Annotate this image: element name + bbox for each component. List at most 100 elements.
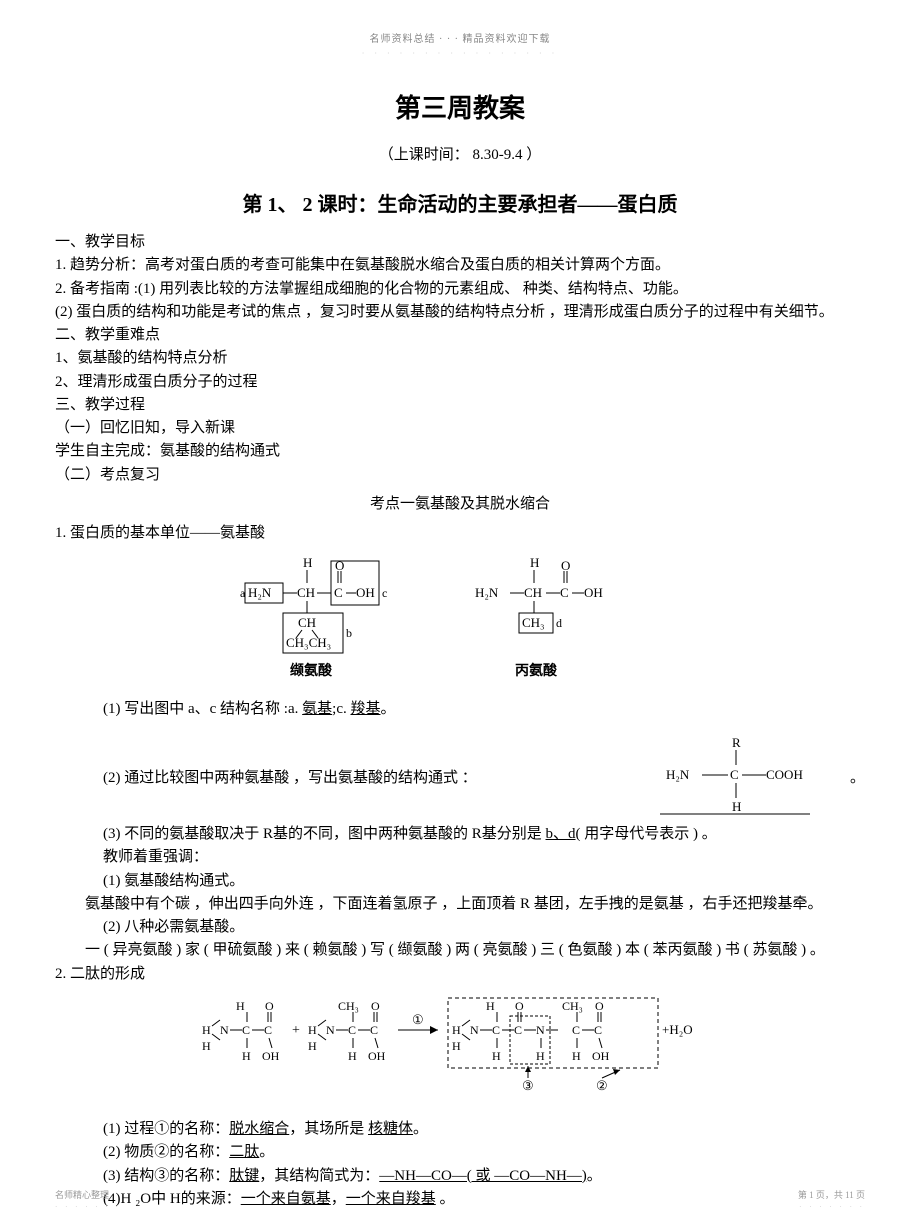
svg-text:OH: OH bbox=[368, 1049, 386, 1063]
kaodian-title: 考点一氨基酸及其脱水缩合 bbox=[55, 493, 865, 516]
svg-text:CH₃: CH₃ bbox=[338, 999, 359, 1013]
svg-text:O: O bbox=[371, 999, 380, 1013]
svg-text:③: ③ bbox=[522, 1078, 534, 1093]
svg-text:C: C bbox=[264, 1023, 272, 1037]
svg-text:H₂N: H₂N bbox=[666, 767, 690, 782]
svg-text:C: C bbox=[370, 1023, 378, 1037]
svg-text:CH: CH bbox=[297, 585, 315, 600]
question-1: (1) 写出图中 a、c 结构名称 :a. 氨基;c. 羧基。 bbox=[55, 698, 865, 721]
svg-text:O: O bbox=[265, 999, 274, 1013]
svg-text:N: N bbox=[326, 1023, 335, 1037]
emphasis-2-detail: 一 ( 异亮氨酸 ) 家 ( 甲硫氨酸 ) 来 ( 赖氨酸 ) 写 ( 缬氨酸 … bbox=[55, 939, 865, 962]
svg-text:H: H bbox=[486, 999, 495, 1013]
svg-text:C: C bbox=[492, 1023, 500, 1037]
footer-right: 第 1 页，共 11 页 bbox=[798, 1188, 865, 1201]
svg-text:H: H bbox=[202, 1039, 211, 1053]
svg-text:O: O bbox=[561, 558, 570, 573]
section1-p1: 1. 趋势分析：高考对蛋白质的考查可能集中在氨基酸脱水缩合及蛋白质的相关计算两个… bbox=[55, 254, 865, 277]
svg-text:H₂N: H₂N bbox=[475, 585, 499, 600]
dp-q1: (1) 过程①的名称：脱水缩合，其场所是 核糖体。 bbox=[55, 1118, 865, 1141]
svg-text:C: C bbox=[560, 585, 569, 600]
section1-heading: 一、教学目标 bbox=[55, 231, 865, 254]
svg-text:C: C bbox=[594, 1023, 602, 1037]
svg-text:OH: OH bbox=[584, 585, 603, 600]
svg-text:H: H bbox=[452, 1039, 461, 1053]
question-3: (3) 不同的氨基酸取决于 R基的不同，图中两种氨基酸的 R基分别是 b、d( … bbox=[55, 823, 865, 846]
svg-text:CH₃: CH₃ bbox=[522, 615, 545, 630]
emphasis-1: (1) 氨基酸结构通式。 bbox=[55, 870, 865, 893]
svg-text:O: O bbox=[595, 999, 604, 1013]
svg-text:OH: OH bbox=[262, 1049, 280, 1063]
svg-text:丙氨酸: 丙氨酸 bbox=[515, 662, 558, 679]
svg-text:C: C bbox=[514, 1023, 522, 1037]
dp-q3: (3) 结构③的名称：肽键，其结构简式为：—NH—CO—( 或 —CO—NH—)… bbox=[55, 1165, 865, 1188]
page-title: 第三周教案 bbox=[55, 88, 865, 125]
footer-dots-right: · · · · · · · bbox=[799, 1203, 865, 1211]
svg-text:OH: OH bbox=[356, 585, 375, 600]
svg-text:缬氨酸: 缬氨酸 bbox=[290, 662, 333, 679]
svg-text:H: H bbox=[536, 1049, 545, 1063]
section2-p1: 1、氨基酸的结构特点分析 bbox=[55, 347, 865, 370]
svg-text:H: H bbox=[492, 1049, 501, 1063]
section3-p1: 学生自主完成：氨基酸的结构通式 bbox=[55, 440, 865, 463]
header-dots: · · · · · · · · · · · · · · · · bbox=[55, 49, 865, 58]
section1-p3: (2) 蛋白质的结构和功能是考试的焦点 ，复习时要从氨基酸的结构特点分析 ，理清… bbox=[55, 301, 865, 324]
dp-q2: (2) 物质②的名称：二肽。 bbox=[55, 1141, 865, 1164]
atom-h2n: H₂N bbox=[248, 585, 272, 600]
svg-text:H: H bbox=[236, 999, 245, 1013]
section3-p2: 1. 蛋白质的基本单位——氨基酸 bbox=[55, 522, 865, 545]
svg-text:R: R bbox=[732, 735, 741, 750]
svg-text:H: H bbox=[202, 1023, 211, 1037]
svg-text:d: d bbox=[556, 616, 562, 630]
svg-text:①: ① bbox=[412, 1012, 424, 1027]
section3-sub1: （一）回忆旧知，导入新课 bbox=[55, 417, 865, 440]
section3-heading: 三、教学过程 bbox=[55, 394, 865, 417]
svg-text:C: C bbox=[730, 767, 739, 782]
dipeptide-heading: 2. 二肽的形成 bbox=[55, 963, 865, 986]
svg-text:N: N bbox=[220, 1023, 229, 1037]
emphasis-1-detail: 氨基酸中有个碳 ，伸出四手向外连 ，下面连着氢原子 ，上面顶着 R 基团，左手拽… bbox=[55, 893, 865, 916]
svg-text:OH: OH bbox=[592, 1049, 610, 1063]
class-time: （上课时间： 8.30-9.4 ） bbox=[55, 143, 865, 164]
svg-text:H: H bbox=[452, 1023, 461, 1037]
svg-text:b: b bbox=[346, 626, 352, 640]
svg-text:H: H bbox=[308, 1023, 317, 1037]
svg-text:H: H bbox=[572, 1049, 581, 1063]
general-formula-diagram: R H₂N C COOH H bbox=[660, 735, 810, 823]
dipeptide-diagram: H H N H C H C O OH + H H N bbox=[55, 994, 865, 1112]
svg-text:H: H bbox=[303, 555, 312, 570]
svg-text:N: N bbox=[536, 1023, 545, 1037]
emphasis-2: (2) 八种必需氨基酸。 bbox=[55, 916, 865, 939]
svg-text:H: H bbox=[348, 1049, 357, 1063]
svg-text:H: H bbox=[530, 555, 539, 570]
amino-acid-diagram: a H₂N H CH c C OH O CH CH₃CH₃ b bbox=[55, 553, 865, 691]
dp-q4: (4)H ₂O中 H的来源：一个来自氨基，一个来自羧基 。 bbox=[55, 1188, 865, 1211]
section3-sub2: （二）考点复习 bbox=[55, 464, 865, 487]
svg-text:CH₃CH₃: CH₃CH₃ bbox=[286, 635, 331, 650]
footer-dots-left: · · · · · · · bbox=[55, 1203, 121, 1211]
svg-text:CH₃: CH₃ bbox=[562, 999, 583, 1013]
question-2-row: (2) 通过比较图中两种氨基酸 ，写出氨基酸的结构通式 ： R H₂N C CO… bbox=[55, 735, 865, 823]
lesson-heading: 第 1、 2 课时：生命活动的主要承担者——蛋白质 bbox=[55, 188, 865, 217]
svg-text:c: c bbox=[382, 586, 387, 600]
svg-text:H: H bbox=[242, 1049, 251, 1063]
svg-text:CH: CH bbox=[524, 585, 542, 600]
header-small-text: 名师资料总结 · · · 精品资料欢迎下载 bbox=[55, 30, 865, 45]
section2-p2: 2、理清形成蛋白质分子的过程 bbox=[55, 371, 865, 394]
section1-p2: 2. 备考指南 :(1) 用列表比较的方法掌握组成细胞的化合物的元素组成、 种类… bbox=[55, 278, 865, 301]
svg-text:C: C bbox=[572, 1023, 580, 1037]
svg-text:②: ② bbox=[596, 1078, 608, 1093]
svg-text:CH: CH bbox=[298, 615, 316, 630]
svg-text:+: + bbox=[292, 1023, 300, 1038]
svg-text:O: O bbox=[515, 999, 524, 1013]
teacher-emphasis: 教师着重强调： bbox=[55, 846, 865, 869]
svg-text:O: O bbox=[335, 558, 344, 573]
svg-text:C: C bbox=[348, 1023, 356, 1037]
svg-text:H: H bbox=[732, 799, 741, 814]
svg-text:H: H bbox=[308, 1039, 317, 1053]
svg-text:C: C bbox=[334, 585, 343, 600]
svg-text:+H₂O: +H₂O bbox=[662, 1022, 693, 1037]
svg-text:a: a bbox=[240, 586, 246, 600]
svg-text:C: C bbox=[242, 1023, 250, 1037]
footer-left: 名师精心整理 bbox=[55, 1188, 109, 1201]
